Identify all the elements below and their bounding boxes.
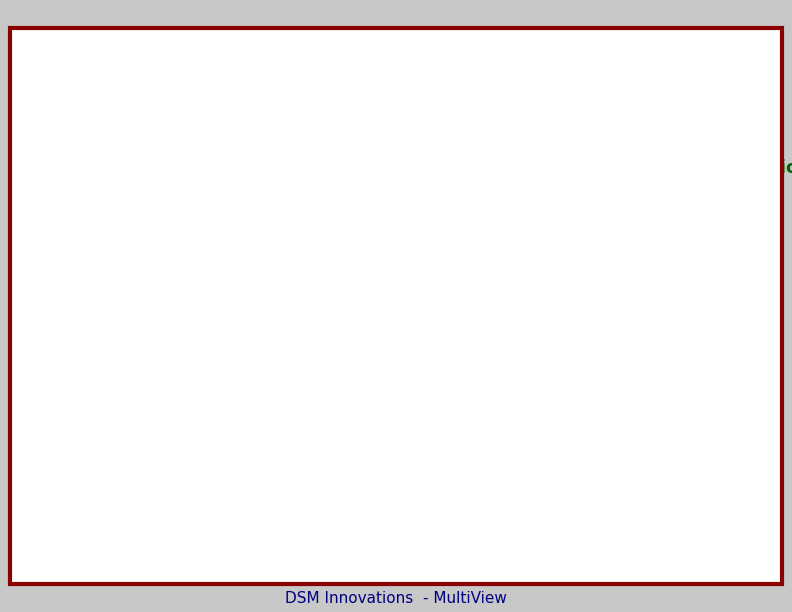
Text: 2.: 2. <box>48 146 67 166</box>
Text: DSM Innovations  - MultiView: DSM Innovations - MultiView <box>285 591 507 606</box>
Text: 4.: 4. <box>48 235 67 255</box>
Text: to a physically distributed system.: to a physically distributed system. <box>24 448 331 466</box>
Text: In-core multi-threading: In-core multi-threading <box>99 116 324 135</box>
Text: 1.: 1. <box>48 116 67 135</box>
Text: communicate with central control only.: communicate with central control only. <box>24 386 368 405</box>
Text: Communication
Efficiency: Communication Efficiency <box>654 159 792 198</box>
Text: HDSM: systems in 3 move towards presenting a shared memory interface: HDSM: systems in 3 move towards presenti… <box>24 425 639 443</box>
Text: customized interconnect (SGI’s Altix): customized interconnect (SGI’s Altix) <box>99 201 511 221</box>
Text: Tightly-coupled cluster,: Tightly-coupled cluster, <box>99 235 328 255</box>
Text: of-the-shelf interconnect (InfiniBand): of-the-shelf interconnect (InfiniBand) <box>99 261 508 280</box>
Text: Scalability: Scalability <box>532 261 638 280</box>
Text: Types of Parallel Systems: Types of Parallel Systems <box>118 30 674 68</box>
Text: 3.: 3. <box>48 177 67 196</box>
Text: Multi-core/SMP multi-threading: Multi-core/SMP multi-threading <box>99 146 401 166</box>
Text: WAN, Internet, Grid, peer-to-peer: WAN, Internet, Grid, peer-to-peer <box>99 294 422 314</box>
Text: programmable using message passing, in 5 peer processes: programmable using message passing, in 5… <box>24 363 539 381</box>
Text: What about 4,5? Software Distributed Shared Memory = SDSM: What about 4,5? Software Distributed Sha… <box>24 485 546 503</box>
Text: 5.: 5. <box>48 294 67 314</box>
Text: Tightly-coupled cluster,: Tightly-coupled cluster, <box>99 177 328 196</box>
Text: Traditionally: 1+2 are programmable using shared memory, 3+4 are: Traditionally: 1+2 are programmable usin… <box>24 340 594 358</box>
